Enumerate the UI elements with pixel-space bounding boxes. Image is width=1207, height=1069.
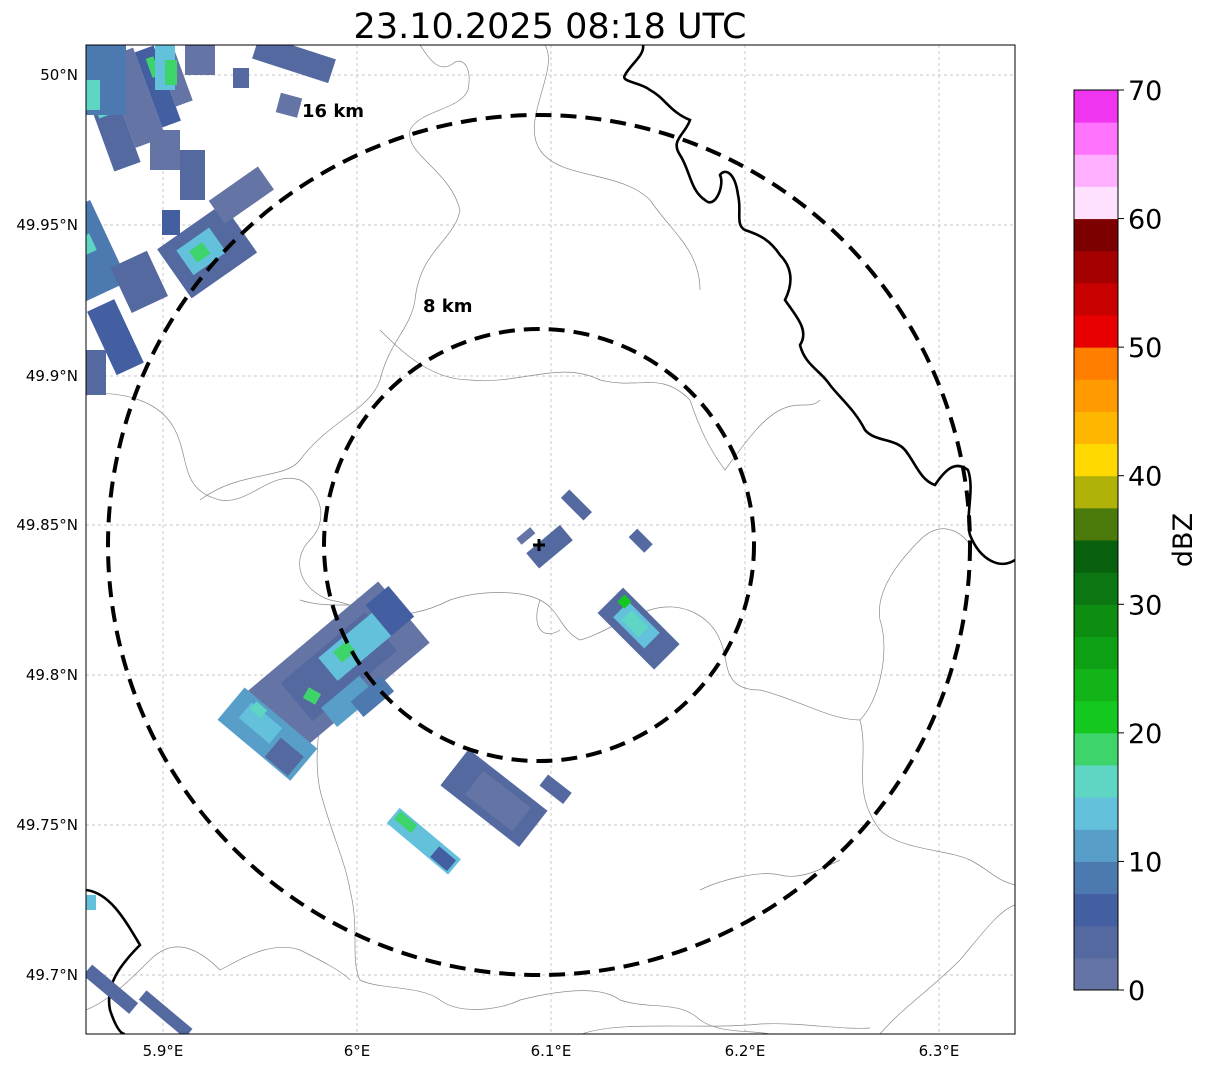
colorbar-tick-label: 40	[1128, 462, 1162, 493]
colorbar-band	[1074, 765, 1118, 798]
colorbar-band	[1074, 829, 1118, 862]
ring-8km	[322, 327, 756, 763]
colorbar-ticks: 0 10 20 30 40 50 60 70	[1118, 76, 1162, 1007]
lon-tick-label: 6.3°E	[919, 1042, 960, 1060]
longitude-axis: 5.9°E 6°E 6.1°E 6.2°E 6.3°E	[143, 1042, 960, 1060]
national-borders	[86, 45, 1015, 1034]
colorbar-band	[1074, 154, 1118, 187]
colorbar-band	[1074, 861, 1118, 895]
colorbar-band	[1074, 797, 1118, 830]
colorbar-band	[1074, 186, 1118, 220]
lon-tick-label: 5.9°E	[143, 1042, 184, 1060]
colorbar-band	[1074, 507, 1118, 541]
colorbar-band	[1074, 315, 1118, 348]
lat-tick-label: 49.7°N	[26, 966, 78, 984]
colorbar-band	[1074, 957, 1118, 991]
colorbar-band	[1074, 90, 1118, 123]
colorbar-band	[1074, 540, 1118, 573]
lat-tick-label: 49.9°N	[26, 367, 78, 385]
plot-frame	[85, 44, 1016, 1035]
ring-16km	[106, 113, 972, 977]
colorbar-band	[1074, 218, 1118, 252]
colorbar-tick-label: 60	[1128, 205, 1162, 236]
lon-tick-label: 6°E	[344, 1042, 371, 1060]
radar-echoes	[86, 45, 680, 1034]
lat-tick-label: 49.8°N	[26, 666, 78, 684]
colorbar-band	[1074, 925, 1118, 959]
colorbar-band	[1074, 122, 1118, 155]
colorbar-band	[1074, 572, 1118, 605]
colorbar-band	[1074, 604, 1118, 637]
lon-tick-label: 6.1°E	[531, 1042, 572, 1060]
range-rings	[106, 113, 972, 977]
ring-label-8km: 8 km	[423, 296, 473, 317]
colorbar-band	[1074, 411, 1118, 445]
colorbar-bands	[1074, 90, 1118, 991]
figure-title: 23.10.2025 08:18 UTC	[354, 7, 747, 47]
colorbar-frame	[1073, 89, 1119, 991]
colorbar: 0 10 20 30 40 50 60 70 dBZ	[1073, 76, 1199, 1007]
colorbar-band	[1074, 636, 1118, 670]
gridlines	[86, 45, 1015, 1034]
colorbar-band	[1074, 347, 1118, 380]
colorbar-band	[1074, 443, 1118, 477]
colorbar-tick-label: 10	[1128, 847, 1162, 878]
radar-center-marker	[533, 539, 545, 551]
colorbar-band	[1074, 700, 1118, 734]
colorbar-tick-label: 0	[1128, 976, 1145, 1007]
ring-label-16km: 16 km	[302, 101, 364, 122]
colorbar-band	[1074, 475, 1118, 509]
lat-tick-label: 49.85°N	[16, 516, 78, 534]
colorbar-tick-label: 20	[1128, 719, 1162, 750]
colorbar-band	[1074, 282, 1118, 316]
lat-tick-label: 49.75°N	[16, 816, 78, 834]
latitude-axis: 50°N 49.95°N 49.9°N 49.85°N 49.8°N 49.75…	[16, 66, 78, 984]
colorbar-band	[1074, 668, 1118, 702]
colorbar-tick-label: 50	[1128, 333, 1162, 364]
lon-tick-label: 6.2°E	[725, 1042, 766, 1060]
map-plot-area	[86, 45, 1015, 1034]
colorbar-tick-label: 70	[1128, 76, 1162, 107]
lat-tick-label: 49.95°N	[16, 216, 78, 234]
colorbar-band	[1074, 379, 1118, 412]
colorbar-band	[1074, 732, 1118, 766]
lat-tick-label: 50°N	[40, 66, 78, 84]
colorbar-tick-label: 30	[1128, 590, 1162, 621]
colorbar-band	[1074, 250, 1118, 284]
colorbar-band	[1074, 893, 1118, 927]
colorbar-label: dBZ	[1168, 513, 1199, 567]
